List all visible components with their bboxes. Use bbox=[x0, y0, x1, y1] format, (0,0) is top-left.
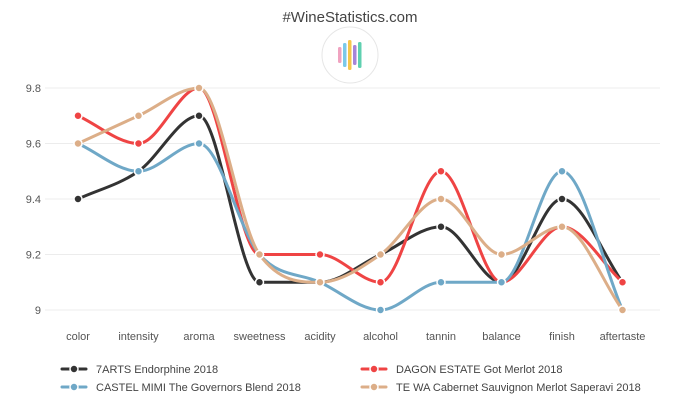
x-axis-ticks: color intensity aroma sweetness acidity alcoh… bbox=[66, 331, 645, 343]
y-tick-label: 9.6 bbox=[26, 139, 41, 151]
data-point bbox=[436, 222, 446, 232]
legend-swatch-marker bbox=[369, 382, 379, 392]
x-tick-label: color bbox=[66, 331, 90, 343]
data-point bbox=[315, 249, 325, 260]
y-axis-ticks: 9 9.2 9.4 9.6 9.8 bbox=[26, 83, 41, 317]
x-tick-label: intensity bbox=[118, 331, 159, 343]
data-point bbox=[133, 111, 144, 121]
x-tick-label: alcohol bbox=[363, 331, 398, 343]
data-point bbox=[133, 138, 144, 149]
winestatistics-logo bbox=[321, 26, 379, 84]
data-point bbox=[73, 194, 83, 204]
data-point bbox=[436, 277, 446, 287]
x-tick-label: tannin bbox=[426, 331, 456, 343]
data-point bbox=[194, 138, 204, 149]
data-point bbox=[375, 249, 386, 260]
series-1 bbox=[73, 83, 628, 287]
logo-bar bbox=[338, 47, 342, 63]
data-point bbox=[436, 166, 446, 176]
legend-label: 7ARTS Endorphine 2018 bbox=[96, 364, 218, 376]
y-tick-label: 9.4 bbox=[26, 194, 41, 206]
series-line bbox=[76, 142, 624, 312]
x-tick-label: sweetness bbox=[234, 331, 286, 343]
legend-label: DAGON ESTATE Got Merlot 2018 bbox=[396, 364, 562, 376]
data-point bbox=[194, 83, 204, 93]
logo-bar bbox=[348, 40, 352, 70]
x-tick-label: acidity bbox=[304, 331, 336, 343]
legend[interactable]: 7ARTS Endorphine 2018 DAGON ESTATE Got Me… bbox=[60, 364, 641, 394]
data-point bbox=[557, 166, 567, 176]
legend-swatch-marker bbox=[369, 364, 379, 374]
legend-item[interactable]: DAGON ESTATE Got Merlot 2018 bbox=[360, 364, 562, 376]
data-point bbox=[254, 277, 265, 287]
chart-title: #WineStatistics.com bbox=[282, 9, 417, 26]
data-point bbox=[617, 277, 628, 287]
legend-label: CASTEL MIMI The Governors Blend 2018 bbox=[96, 382, 301, 394]
data-point bbox=[315, 277, 325, 287]
data-point bbox=[375, 305, 386, 315]
series-2 bbox=[73, 138, 628, 315]
x-tick-label: finish bbox=[549, 331, 575, 343]
data-point bbox=[375, 277, 386, 287]
series-line bbox=[76, 86, 624, 312]
data-point bbox=[254, 249, 265, 260]
logo-bar bbox=[353, 45, 357, 65]
legend-item[interactable]: TE WA Cabernet Sauvignon Merlot Saperavi… bbox=[360, 382, 641, 394]
x-tick-label: aftertaste bbox=[600, 331, 646, 343]
x-tick-label: balance bbox=[482, 331, 521, 343]
legend-label: TE WA Cabernet Sauvignon Merlot Saperavi… bbox=[396, 382, 641, 394]
series-line bbox=[76, 86, 624, 284]
y-tick-label: 9.8 bbox=[26, 83, 41, 95]
data-point bbox=[133, 166, 144, 176]
data-point bbox=[73, 111, 83, 121]
legend-item[interactable]: CASTEL MIMI The Governors Blend 2018 bbox=[60, 382, 301, 394]
data-point bbox=[496, 249, 507, 260]
data-point bbox=[73, 138, 83, 149]
data-point bbox=[436, 194, 446, 204]
series-lines bbox=[73, 83, 628, 315]
logo-bar bbox=[343, 43, 347, 67]
data-point bbox=[617, 305, 628, 315]
data-point bbox=[496, 277, 507, 287]
data-point bbox=[557, 194, 567, 204]
legend-swatch-marker bbox=[69, 364, 79, 374]
x-tick-label: aroma bbox=[183, 331, 215, 343]
series-line bbox=[76, 114, 624, 284]
y-tick-label: 9 bbox=[35, 305, 41, 317]
data-point bbox=[557, 222, 567, 232]
logo-bar bbox=[358, 42, 362, 68]
legend-item[interactable]: 7ARTS Endorphine 2018 bbox=[60, 364, 218, 376]
y-tick-label: 9.2 bbox=[26, 250, 41, 262]
data-point bbox=[194, 111, 204, 121]
legend-swatch-marker bbox=[69, 382, 79, 392]
series-3 bbox=[73, 83, 628, 315]
